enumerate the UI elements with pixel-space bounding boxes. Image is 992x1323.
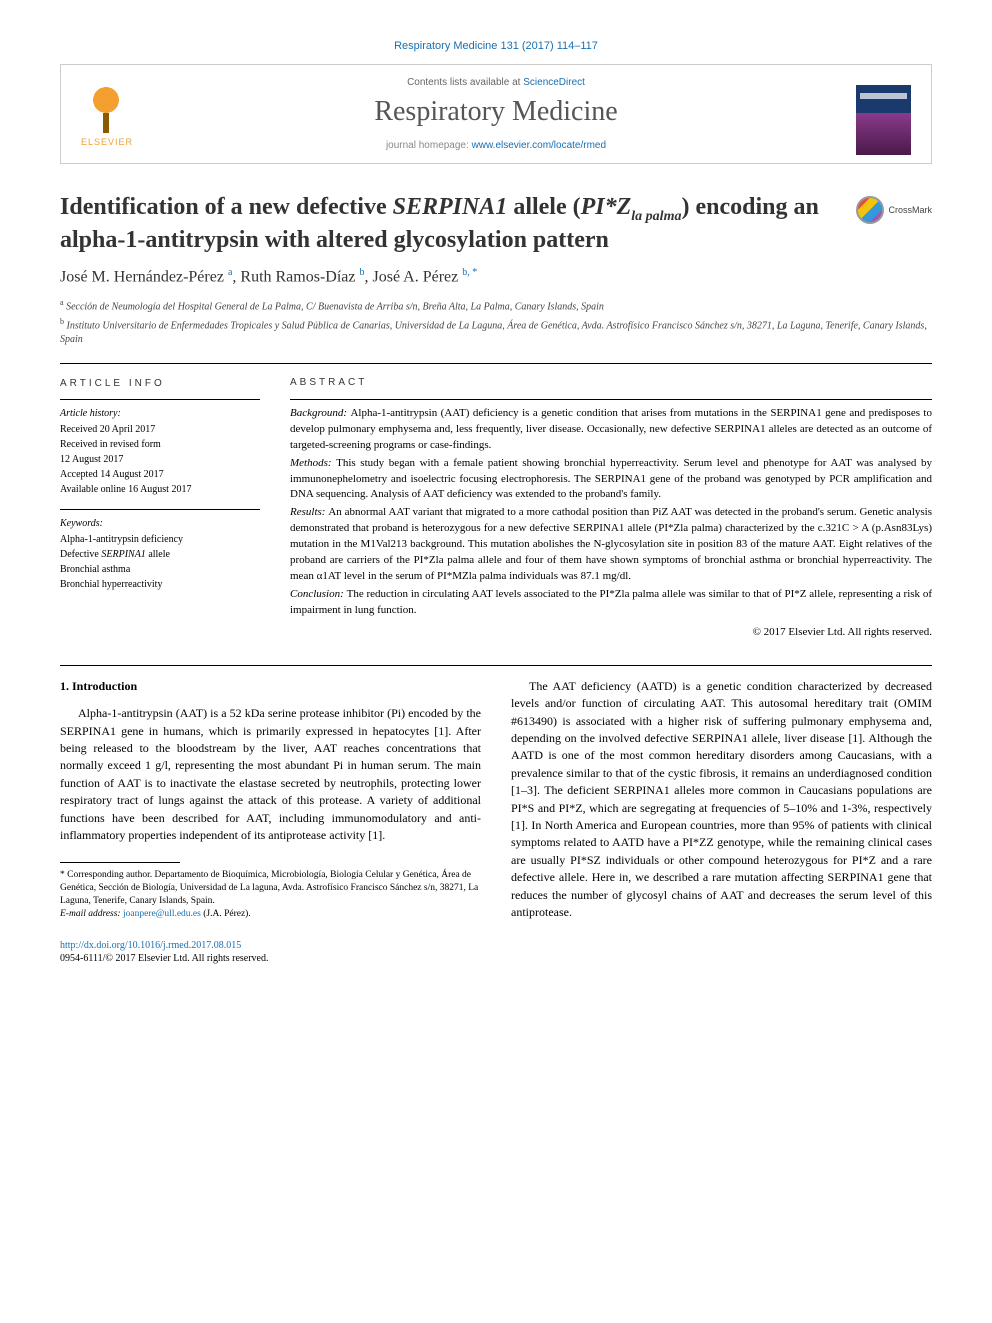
affiliation-b: b Instituto Universitario de Enfermedade… bbox=[60, 316, 932, 347]
authors: José M. Hernández-Pérez a, Ruth Ramos-Dí… bbox=[60, 267, 932, 286]
affiliation-a: a Sección de Neumología del Hospital Gen… bbox=[60, 297, 932, 314]
sciencedirect-link[interactable]: ScienceDirect bbox=[523, 77, 585, 88]
publisher-name: ELSEVIER bbox=[81, 137, 141, 147]
footer: http://dx.doi.org/10.1016/j.rmed.2017.08… bbox=[60, 939, 932, 965]
crossmark-label: CrossMark bbox=[888, 205, 932, 215]
issn-copyright: 0954-6111/© 2017 Elsevier Ltd. All right… bbox=[60, 953, 269, 964]
divider bbox=[60, 665, 932, 666]
accepted-date: Accepted 14 August 2017 bbox=[60, 467, 260, 482]
citation: Respiratory Medicine 131 (2017) 114–117 bbox=[60, 40, 932, 52]
article-info-heading: ARTICLE INFO bbox=[60, 376, 260, 391]
contents-line: Contents lists available at ScienceDirec… bbox=[81, 77, 911, 88]
keyword: Alpha-1-antitrypsin deficiency bbox=[60, 532, 260, 547]
keyword: Bronchial hyperreactivity bbox=[60, 577, 260, 592]
journal-cover-thumbnail bbox=[856, 85, 911, 155]
abstract-methods: This study began with a female patient s… bbox=[290, 457, 932, 501]
body-paragraph: The AAT deficiency (AATD) is a genetic c… bbox=[511, 678, 932, 921]
keyword: Bronchial asthma bbox=[60, 562, 260, 577]
abstract-background: Alpha-1-antitrypsin (AAT) deficiency is … bbox=[290, 407, 932, 451]
keyword: Defective SERPINA1 allele bbox=[60, 547, 260, 562]
crossmark-icon bbox=[856, 196, 884, 224]
corresponding-author-footnote: * Corresponding author. Departamento de … bbox=[60, 869, 481, 907]
abstract-heading: ABSTRACT bbox=[290, 376, 932, 391]
received-date: Received 20 April 2017 bbox=[60, 422, 260, 437]
elsevier-logo: ELSEVIER bbox=[81, 85, 141, 155]
footnote-separator bbox=[60, 862, 180, 863]
online-date: Available online 16 August 2017 bbox=[60, 482, 260, 497]
revised-date-line1: Received in revised form bbox=[60, 437, 260, 452]
journal-name: Respiratory Medicine bbox=[81, 96, 911, 128]
email-footnote: E-mail address: joanpere@ull.edu.es (J.A… bbox=[60, 908, 481, 921]
abstract-conclusion: The reduction in circulating AAT levels … bbox=[290, 588, 932, 616]
doi-link[interactable]: http://dx.doi.org/10.1016/j.rmed.2017.08… bbox=[60, 940, 241, 951]
abstract-copyright: © 2017 Elsevier Ltd. All rights reserved… bbox=[290, 625, 932, 641]
divider bbox=[60, 363, 932, 364]
article-title: Identification of a new defective SERPIN… bbox=[60, 192, 844, 255]
abstract-results: An abnormal AAT variant that migrated to… bbox=[290, 506, 932, 582]
journal-homepage-link[interactable]: www.elsevier.com/locate/rmed bbox=[472, 140, 607, 151]
revised-date-line2: 12 August 2017 bbox=[60, 452, 260, 467]
homepage-line: journal homepage: www.elsevier.com/locat… bbox=[81, 140, 911, 151]
body-text: 1. Introduction Alpha-1-antitrypsin (AAT… bbox=[60, 678, 932, 921]
email-link[interactable]: joanpere@ull.edu.es bbox=[123, 909, 201, 919]
body-paragraph: Alpha-1-antitrypsin (AAT) is a 52 kDa se… bbox=[60, 705, 481, 844]
section-heading: 1. Introduction bbox=[60, 678, 481, 695]
crossmark-badge[interactable]: CrossMark bbox=[856, 196, 932, 224]
history-label: Article history: bbox=[60, 406, 260, 421]
keywords-label: Keywords: bbox=[60, 516, 260, 531]
article-info: ARTICLE INFO Article history: Received 2… bbox=[60, 376, 260, 641]
journal-header: ELSEVIER Contents lists available at Sci… bbox=[60, 64, 932, 164]
abstract: ABSTRACT Background: Alpha-1-antitrypsin… bbox=[290, 376, 932, 641]
